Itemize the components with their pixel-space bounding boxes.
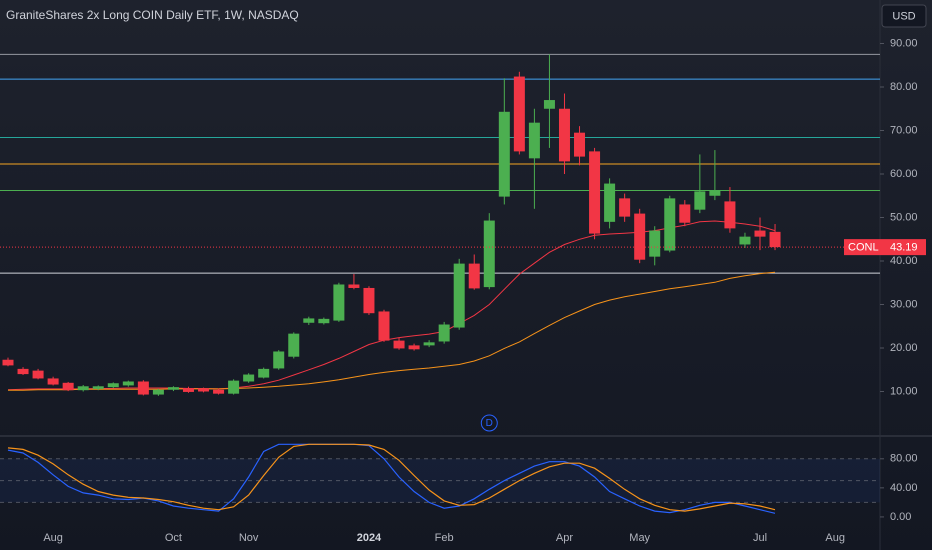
y-tick-label: 30.00 [890,298,918,310]
candle-body [258,368,270,378]
x-tick-label: Jul [753,532,767,544]
candle-body [17,368,29,375]
candle-body [243,374,255,382]
x-tick-label: Nov [239,532,259,544]
candle-body [649,230,661,257]
candle-body [152,389,164,395]
candle-body [378,311,390,341]
candle-body [122,381,134,386]
candle-body [408,345,420,350]
y-tick-label: 10.00 [890,385,918,397]
candle-body [468,263,480,289]
candle-body [513,76,525,152]
candle-body [558,108,570,162]
candle-body [709,190,721,196]
candle-body [62,382,74,391]
candle-body [303,318,315,323]
candle-body [634,213,646,260]
x-tick-label: Oct [165,532,182,544]
candle-body [679,204,691,223]
moving-average [7,220,776,391]
candle-body [543,100,555,109]
last-price-symbol-box [844,239,880,256]
candle-body [333,284,345,321]
candle-body [423,342,435,346]
x-tick-label: May [629,532,650,544]
candle-body [348,284,360,288]
event-marker [480,414,498,432]
event-marker-label: D [486,418,493,429]
x-tick-label: Aug [825,532,845,544]
candle-body [754,230,766,237]
line [7,443,776,514]
candle-body [438,324,450,342]
last-price-symbol: CONL [848,242,879,254]
candle-body [92,386,104,389]
candle-body [182,388,194,392]
x-tick-label: Feb [435,532,454,544]
candle-body [498,111,510,197]
y-tick-label: 40.00 [890,482,918,494]
line [7,443,776,512]
y-tick-label: 0.00 [890,511,911,523]
candle-body [724,201,736,229]
candle-body [453,263,465,328]
candle-body [198,388,210,392]
candle-body [47,378,59,385]
candle-body [528,122,540,159]
candle-body [694,191,706,210]
currency-button[interactable] [881,4,927,28]
y-tick-label: 50.00 [890,211,918,223]
candle-body [483,220,495,288]
candle-body [288,333,300,357]
last-price-box [880,239,926,256]
candle-body [574,132,586,157]
candle-body [393,340,405,349]
candle-body [77,386,89,391]
candle-body [619,198,631,217]
x-tick-label: Apr [556,532,573,544]
chart-title: GraniteShares 2x Long COIN Daily ETF, 1W… [6,8,299,22]
currency-label[interactable]: USD [892,10,915,22]
x-tick-label: 2024 [357,532,382,544]
y-tick-label: 60.00 [890,168,918,180]
candle-body [604,183,616,222]
candle-body [739,236,751,245]
candle-body [213,389,225,394]
candle-body [589,151,601,234]
last-price-label: 43.19 [890,242,918,254]
candle-body [137,381,149,395]
y-tick-label: 90.00 [890,37,918,49]
candle-body [318,318,330,324]
plot-area: 10.00 20.00 30.00 40.00 50.00 60.00 70.00 80.00… [0,37,926,544]
y-tick-label: 20.00 [890,342,918,354]
y-tick-label: 40.00 [890,255,918,267]
candle-body [167,387,179,390]
candle-body [32,370,44,379]
candle-body [273,351,285,369]
candle-body [228,380,240,394]
y-tick-label: 70.00 [890,124,918,136]
moving-average [8,271,776,391]
candle-body [664,198,676,251]
y-tick-label: 80.00 [890,81,918,93]
candle-body [769,231,781,248]
candle-body [107,383,119,388]
candle-body [363,287,375,314]
candle-body [2,359,14,366]
x-tick-label: Aug [43,532,63,544]
y-tick-label: 80.00 [890,453,918,465]
